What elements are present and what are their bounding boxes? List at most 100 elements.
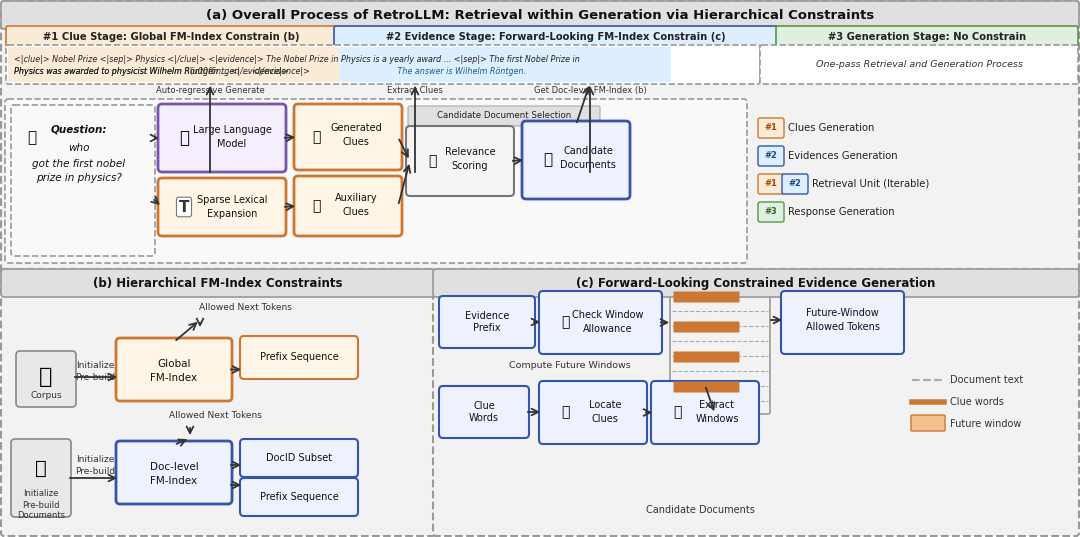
- FancyBboxPatch shape: [11, 439, 71, 517]
- FancyBboxPatch shape: [674, 322, 740, 332]
- Text: Document text: Document text: [950, 375, 1023, 385]
- Text: Doc-level: Doc-level: [150, 462, 199, 472]
- Text: prize in physics?: prize in physics?: [36, 173, 122, 183]
- Text: Corpus: Corpus: [30, 390, 62, 400]
- FancyBboxPatch shape: [1, 269, 435, 297]
- Text: Retrieval Unit (Iterable): Retrieval Unit (Iterable): [812, 179, 929, 189]
- Text: Auxiliary: Auxiliary: [335, 193, 377, 203]
- Text: FM-Index: FM-Index: [150, 476, 198, 486]
- Text: Documents: Documents: [561, 160, 616, 170]
- Text: Allowance: Allowance: [583, 324, 633, 334]
- FancyBboxPatch shape: [16, 351, 76, 407]
- Text: #1: #1: [765, 124, 778, 133]
- Text: Auto-regressive Generate: Auto-regressive Generate: [156, 86, 265, 95]
- Text: Candidate Documents: Candidate Documents: [646, 505, 755, 515]
- FancyBboxPatch shape: [758, 202, 784, 222]
- Text: 🔀: 🔀: [312, 199, 320, 213]
- FancyBboxPatch shape: [8, 47, 340, 82]
- Text: #1: #1: [765, 179, 778, 188]
- FancyBboxPatch shape: [433, 269, 1079, 297]
- Text: Evidences Generation: Evidences Generation: [788, 151, 897, 161]
- FancyBboxPatch shape: [406, 126, 514, 196]
- Text: #1 Clue Stage: Global FM-Index Constrain (b): #1 Clue Stage: Global FM-Index Constrain…: [43, 32, 299, 41]
- Text: Candidate: Candidate: [563, 146, 613, 156]
- Text: Clue words: Clue words: [950, 397, 1004, 407]
- Text: Clues: Clues: [592, 414, 619, 424]
- Text: Initialize: Initialize: [24, 489, 58, 497]
- FancyBboxPatch shape: [674, 352, 740, 362]
- FancyBboxPatch shape: [408, 106, 600, 126]
- FancyBboxPatch shape: [11, 105, 156, 256]
- Text: Extract Clues: Extract Clues: [387, 86, 443, 95]
- FancyBboxPatch shape: [433, 269, 1079, 536]
- Text: Future window: Future window: [950, 419, 1022, 429]
- Text: <|clue|> Nobel Prize <|sep|> Physics <|/clue|> <|evidence|> The Nobel Prize in P: <|clue|> Nobel Prize <|sep|> Physics <|/…: [14, 54, 580, 63]
- Text: Compute Future Windows: Compute Future Windows: [509, 361, 631, 371]
- Text: Allowed Next Tokens: Allowed Next Tokens: [199, 303, 292, 313]
- Text: Physics was awarded to physicist Wilhelm R\u00f6ntgen ... <|/evidence|>: Physics was awarded to physicist Wilhelm…: [14, 68, 310, 76]
- FancyBboxPatch shape: [1, 1, 1079, 29]
- Text: (b) Hierarchical FM-Index Constraints: (b) Hierarchical FM-Index Constraints: [93, 277, 342, 289]
- FancyBboxPatch shape: [912, 415, 945, 431]
- FancyBboxPatch shape: [539, 381, 647, 444]
- Text: 📋: 📋: [428, 154, 436, 168]
- Text: Locate: Locate: [589, 400, 621, 410]
- Text: (a) Overall Process of RetroLLM: Retrieval within Generation via Hierarchical Co: (a) Overall Process of RetroLLM: Retriev…: [206, 9, 874, 21]
- Text: Check Window: Check Window: [572, 310, 644, 320]
- Text: DocID Subset: DocID Subset: [266, 453, 332, 463]
- FancyBboxPatch shape: [539, 291, 662, 354]
- FancyBboxPatch shape: [334, 26, 778, 47]
- Text: Initialize: Initialize: [76, 360, 114, 369]
- Text: Future-Window: Future-Window: [806, 308, 879, 318]
- Text: Expansion: Expansion: [206, 209, 257, 219]
- Text: Clues: Clues: [342, 137, 369, 147]
- FancyBboxPatch shape: [116, 338, 232, 401]
- FancyBboxPatch shape: [522, 121, 630, 199]
- FancyBboxPatch shape: [6, 45, 760, 84]
- Text: Prefix Sequence: Prefix Sequence: [259, 352, 338, 362]
- Text: Global: Global: [158, 359, 191, 369]
- Text: Initialize: Initialize: [76, 455, 114, 465]
- FancyBboxPatch shape: [651, 381, 759, 444]
- FancyBboxPatch shape: [674, 381, 740, 393]
- Text: 🗄: 🗄: [39, 367, 53, 387]
- FancyBboxPatch shape: [1, 1, 1079, 271]
- Text: #2: #2: [765, 151, 778, 161]
- Text: Prefix Sequence: Prefix Sequence: [259, 492, 338, 502]
- FancyBboxPatch shape: [158, 178, 286, 236]
- Text: who: who: [68, 143, 90, 153]
- FancyBboxPatch shape: [674, 292, 740, 302]
- Text: Get Doc-level FM-Index (b): Get Doc-level FM-Index (b): [534, 86, 646, 95]
- Text: The answer is Wilhelm Röntgen.: The answer is Wilhelm Röntgen.: [395, 68, 526, 76]
- Text: (c) Forward-Looking Constrained Evidence Generation: (c) Forward-Looking Constrained Evidence…: [577, 277, 935, 289]
- Text: #3: #3: [765, 207, 778, 216]
- FancyBboxPatch shape: [760, 45, 1078, 84]
- Text: Question:: Question:: [51, 125, 107, 135]
- Text: Clues Generation: Clues Generation: [788, 123, 875, 133]
- Text: Clue
Words: Clue Words: [469, 401, 499, 423]
- Text: 📄: 📄: [543, 153, 553, 168]
- Text: Sparse Lexical: Sparse Lexical: [197, 195, 267, 205]
- Text: Pre-build: Pre-build: [75, 468, 116, 476]
- Text: T: T: [179, 200, 189, 214]
- Text: Allowed Next Tokens: Allowed Next Tokens: [168, 410, 261, 419]
- Text: Response Generation: Response Generation: [788, 207, 894, 217]
- FancyBboxPatch shape: [5, 99, 747, 263]
- FancyBboxPatch shape: [438, 296, 535, 348]
- FancyBboxPatch shape: [240, 478, 357, 516]
- FancyBboxPatch shape: [1, 269, 435, 536]
- FancyBboxPatch shape: [781, 291, 904, 354]
- FancyBboxPatch shape: [758, 146, 784, 166]
- FancyBboxPatch shape: [116, 441, 232, 504]
- Text: Documents: Documents: [17, 512, 65, 520]
- Text: #2: #2: [788, 179, 801, 188]
- FancyBboxPatch shape: [240, 439, 357, 477]
- Text: Evidence
Prefix: Evidence Prefix: [464, 311, 509, 333]
- Text: 🔀: 🔀: [312, 130, 320, 144]
- Text: Physics was awarded to physicist Wilhelm Röntgen ... <|/evidence|>: Physics was awarded to physicist Wilhelm…: [14, 68, 288, 76]
- FancyBboxPatch shape: [339, 47, 671, 82]
- Text: Pre-build: Pre-build: [75, 373, 116, 381]
- Text: 🖥: 🖥: [673, 405, 681, 419]
- Text: Large Language: Large Language: [192, 125, 271, 135]
- Text: 📋: 📋: [36, 459, 46, 477]
